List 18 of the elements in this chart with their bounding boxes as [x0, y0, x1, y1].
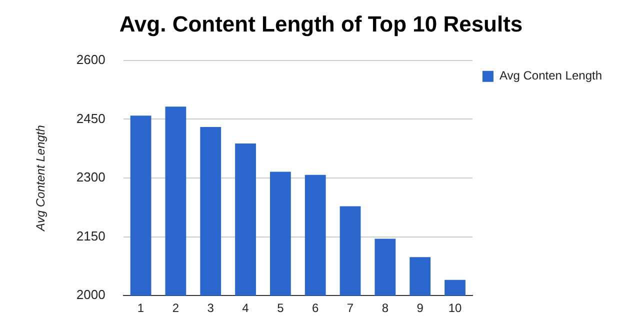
y-tick-label: 2300 — [76, 170, 106, 185]
x-tick-label: 7 — [346, 301, 354, 316]
x-tick-label: 1 — [137, 301, 144, 316]
x-tick-label: 6 — [312, 301, 320, 316]
x-tick-label: 9 — [416, 301, 424, 316]
x-tick-label: 2 — [172, 301, 180, 316]
y-tick-label: 2150 — [76, 228, 106, 244]
y-tick-label: 2000 — [76, 287, 106, 302]
y-tick-label: 2600 — [76, 52, 106, 67]
x-tick-label: 5 — [277, 301, 284, 316]
x-tick-label: 10 — [448, 301, 462, 316]
legend-label: Avg Conten Length — [499, 68, 602, 83]
x-tick-label: 4 — [242, 301, 250, 316]
chart-title: Avg. Content Length of Top 10 Results — [119, 11, 523, 36]
x-tick-label: 3 — [207, 301, 214, 316]
y-axis-title: Avg Content Length — [34, 124, 48, 232]
x-tick-label: 8 — [382, 301, 389, 316]
y-tick-label: 2450 — [76, 110, 106, 126]
